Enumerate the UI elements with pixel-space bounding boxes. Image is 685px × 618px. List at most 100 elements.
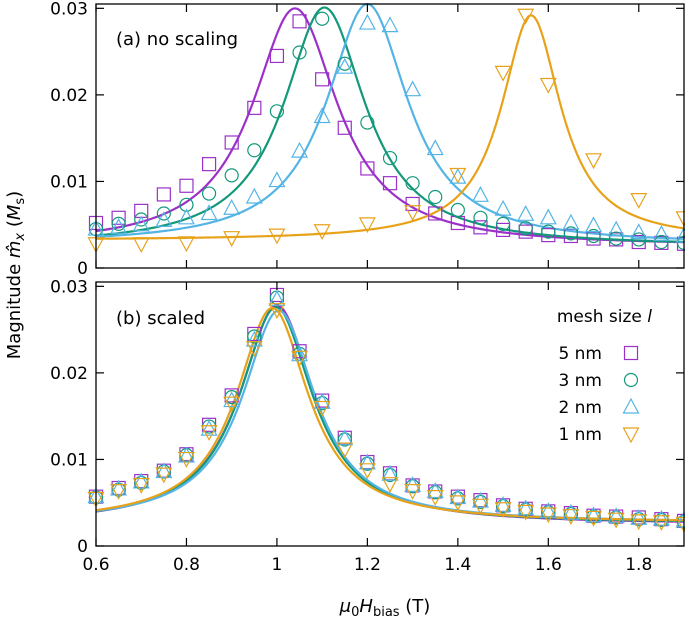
- panel-b-point-3-nm: [269, 290, 285, 305]
- panel-b-point-1-nm: [449, 495, 467, 512]
- panel-b-point-3-nm: [495, 499, 511, 514]
- panel-a-point-1-nm: [358, 217, 376, 234]
- x-tick-label: 1: [272, 555, 283, 575]
- y-title-m-sub: x: [13, 233, 28, 242]
- legend-title-text: mesh size: [557, 307, 647, 327]
- panel-a-point-3-nm: [450, 202, 465, 218]
- panel-a-point-3-nm: [631, 232, 646, 247]
- panel-b-point-3-nm: [631, 512, 646, 527]
- panel-a-y-tick-label: 0.02: [50, 86, 88, 106]
- panel-b-point-2-nm: [449, 488, 467, 505]
- y-title-open: (: [4, 220, 25, 233]
- panel-a-point-2-nm: [494, 199, 512, 216]
- panel-a-curve-3-nm: [95, 6, 685, 243]
- x-tick-label: 0.8: [173, 555, 200, 575]
- panel-a-point-3-nm: [269, 104, 285, 119]
- panel-b-point-2-nm: [517, 499, 535, 516]
- panel-b-point-2-nm: [585, 506, 603, 523]
- panel-a-point-5-nm: [292, 14, 307, 29]
- panel-b-point-1-nm: [177, 451, 195, 468]
- panel-a-point-5-nm: [337, 120, 352, 135]
- y-title-prefix: Magnitude: [4, 258, 25, 359]
- panel-b-y-tick-label: 0: [77, 537, 88, 557]
- x-axis-title: μ0Hbias (T): [339, 596, 431, 618]
- panel-a-point-2-nm: [449, 167, 467, 184]
- panel-a-point-5-nm: [111, 210, 126, 225]
- y-title-unit-sub: s: [13, 198, 28, 205]
- panel-b-point-1-nm: [607, 512, 625, 529]
- panel-b-point-2-nm: [630, 509, 648, 525]
- panel-b-point-1-nm: [562, 509, 580, 525]
- panel-b-point-1-nm: [630, 514, 648, 531]
- panel-a-y-tick-label: 0: [77, 259, 88, 279]
- panel-a-point-2-nm: [223, 199, 241, 215]
- panel-a-points: [87, 8, 685, 254]
- panel-a-point-3-nm: [541, 224, 556, 239]
- panel-a-point-2-nm: [110, 218, 128, 234]
- panel-b-point-2-nm: [223, 391, 241, 408]
- panel-a-point-3-nm: [518, 221, 533, 236]
- panel-a-point-3-nm: [360, 115, 375, 130]
- panel-a-point-2-nm: [291, 141, 309, 158]
- panel-b-point-2-nm: [471, 491, 489, 508]
- panel-a-point-2-nm: [585, 216, 603, 233]
- panel-b-point-1-nm: [585, 510, 603, 527]
- panel-b-point-3-nm: [654, 512, 669, 528]
- legend-title-symbol: l: [647, 307, 652, 327]
- panel-b-point-1-nm: [336, 442, 354, 459]
- panel-b-point-3-nm: [563, 506, 579, 522]
- panel-a-point-2-nm: [132, 215, 150, 232]
- panel-b-curve-1-nm: [95, 306, 685, 522]
- panel-b-point-2-nm: [336, 429, 354, 446]
- panel-a-point-3-nm: [315, 11, 330, 26]
- panel-a-y-tick-label: 0.01: [50, 172, 88, 192]
- panel-b-point-3-nm: [586, 509, 601, 524]
- panel-a-point-2-nm: [562, 213, 580, 230]
- panel-a-curve-2-nm: [95, 2, 685, 240]
- panel-b-point-2-nm: [291, 345, 309, 362]
- panel-a-point-5-nm: [269, 48, 285, 64]
- panel-a-point-5-nm: [473, 220, 488, 235]
- panel-a-point-3-nm: [134, 212, 149, 227]
- x-title-h: H: [359, 596, 373, 617]
- panel-b-point-3-nm: [518, 502, 533, 517]
- panel-a-point-3-nm: [382, 150, 398, 166]
- panel-b-point-1-nm: [471, 498, 489, 515]
- panel-a-point-1-nm: [268, 228, 286, 245]
- panel-a-point-2-nm: [630, 223, 648, 240]
- panel-b-point-1-nm: [132, 477, 150, 494]
- panel-a-point-5-nm: [541, 228, 556, 243]
- panel-a-point-1-nm: [177, 236, 195, 253]
- panel-b-point-1-nm: [268, 303, 286, 319]
- panel-a-point-3-nm: [201, 186, 217, 201]
- x-tick-label: 1.2: [354, 555, 381, 575]
- panel-a-point-3-nm: [337, 56, 352, 71]
- panel-b-point-3-nm: [337, 432, 352, 447]
- panel-b-point-2-nm: [562, 503, 580, 520]
- panel-a-point-2-nm: [177, 208, 195, 225]
- x-tick-label: 1.8: [625, 555, 652, 575]
- panel-a-point-3-nm: [609, 231, 624, 246]
- panel-a-point-5-nm: [382, 176, 398, 191]
- y-title-unit: M: [4, 204, 25, 220]
- legend-marker-1-nm: [622, 427, 640, 444]
- x-title-sub: bias: [373, 605, 400, 618]
- panel-a-point-1-nm: [223, 231, 241, 247]
- panel-a-frame: [95, 3, 685, 269]
- panel-b-point-2-nm: [358, 453, 376, 470]
- panel-a-point-3-nm: [473, 210, 488, 225]
- legend-title: mesh size l: [557, 307, 652, 327]
- panel-b-point-1-nm: [291, 350, 309, 367]
- panel-b-point-2-nm: [110, 479, 128, 496]
- panel-b-point-1-nm: [110, 484, 128, 500]
- panel-b-point-1-nm: [200, 425, 218, 442]
- panel-a-point-1-nm: [313, 224, 331, 241]
- legend-label-1-nm: 1 nm: [558, 425, 602, 445]
- panel-b-point-2-nm: [539, 502, 557, 518]
- panel-b-point-3-nm: [179, 448, 194, 463]
- panel-b-point-2-nm: [381, 464, 399, 481]
- panel-a-point-3-nm: [563, 226, 579, 241]
- panel-b-point-1-nm: [404, 484, 422, 500]
- panel-b-point-2-nm: [268, 290, 286, 306]
